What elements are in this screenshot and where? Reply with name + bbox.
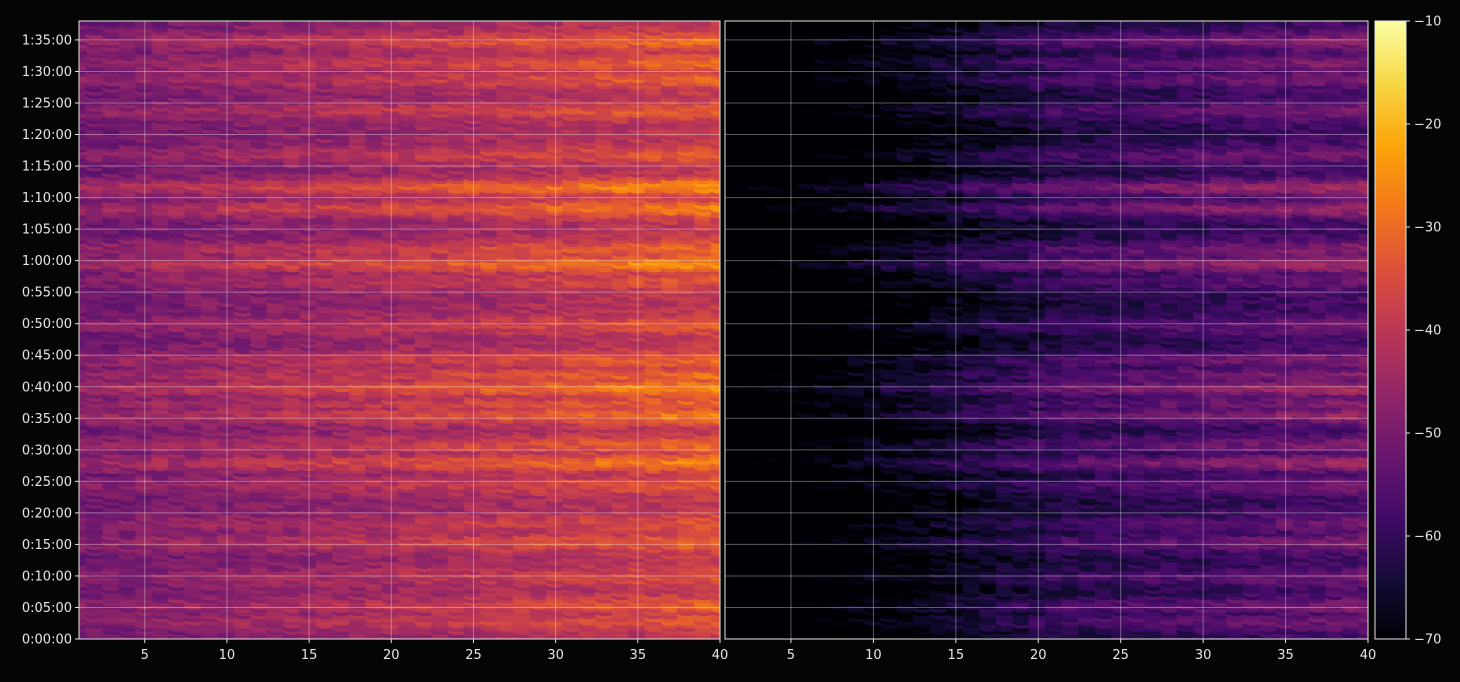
heatmap-panel-left	[79, 21, 720, 639]
